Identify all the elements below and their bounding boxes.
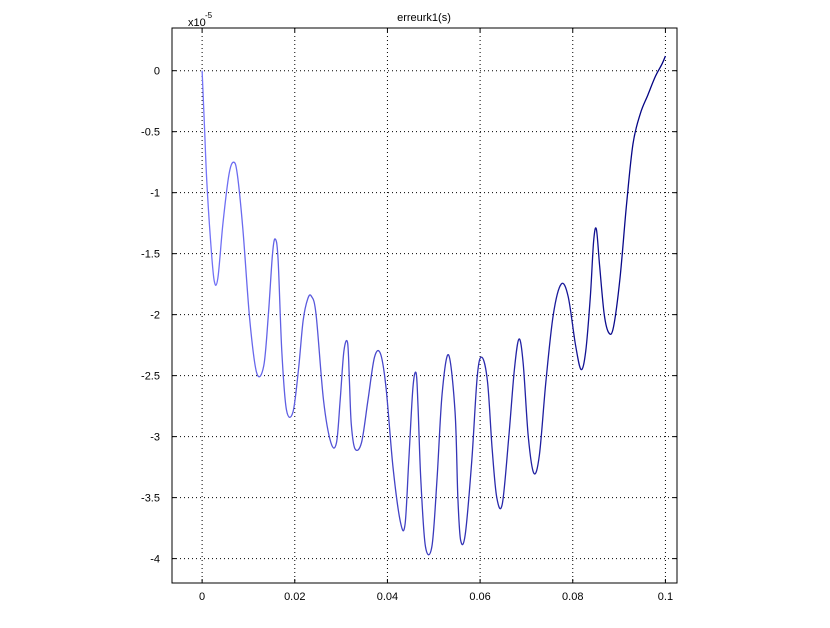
x-tick-label: 0.04 bbox=[377, 591, 398, 603]
y-tick-label: -4 bbox=[150, 554, 160, 566]
y-exponent-base: x10 bbox=[188, 17, 206, 29]
series-layer bbox=[201, 55, 667, 556]
x-tick-label: 0.08 bbox=[562, 591, 583, 603]
y-tick-label: -2 bbox=[150, 310, 160, 322]
chart-title: erreurk1(s) bbox=[397, 12, 451, 24]
y-tick-label: 0 bbox=[154, 66, 160, 78]
x-tick-label: 0.02 bbox=[284, 591, 305, 603]
grid bbox=[172, 28, 677, 583]
y-tick-label: -1 bbox=[150, 188, 160, 200]
y-exponent-label: x10 -5 bbox=[188, 11, 213, 29]
y-tick-label: -0.5 bbox=[141, 127, 160, 139]
y-tick-label: -2.5 bbox=[141, 371, 160, 383]
y-axis-ticks: 0 -0.5 -1 -1.5 -2 -2.5 -3 -3.5 -4 bbox=[141, 66, 677, 566]
x-tick-label: 0.1 bbox=[658, 591, 673, 603]
y-exponent-power: -5 bbox=[205, 11, 213, 20]
series-line-0 bbox=[201, 55, 667, 556]
y-tick-label: -3.5 bbox=[141, 493, 160, 505]
y-tick-label: -1.5 bbox=[141, 249, 160, 261]
y-tick-label: -3 bbox=[150, 432, 160, 444]
x-tick-label: 0 bbox=[199, 591, 205, 603]
x-tick-label: 0.06 bbox=[469, 591, 490, 603]
plot-frame bbox=[171, 27, 678, 584]
x-axis-ticks: 0 0.02 0.04 0.06 0.08 0.1 bbox=[199, 28, 673, 603]
